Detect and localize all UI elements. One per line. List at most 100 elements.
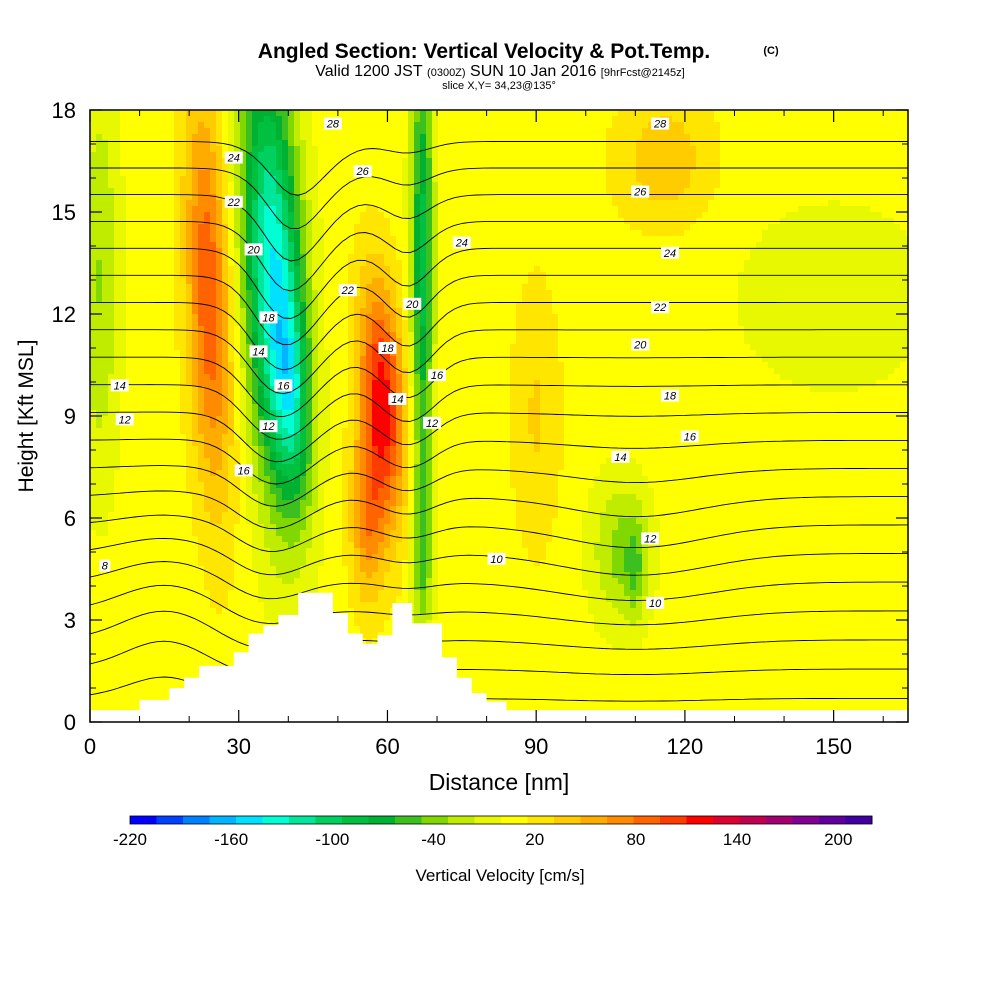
velocity-cell (792, 200, 799, 207)
velocity-cell (384, 296, 391, 303)
velocity-cell (90, 122, 97, 129)
velocity-cell (714, 146, 721, 153)
velocity-cell (486, 164, 493, 171)
velocity-cell (450, 320, 457, 327)
velocity-cell (504, 140, 511, 147)
velocity-cell (210, 254, 217, 261)
velocity-cell (480, 320, 487, 327)
velocity-cell (786, 212, 793, 219)
velocity-cell (300, 122, 307, 129)
velocity-cell (456, 212, 463, 219)
velocity-cell (288, 110, 295, 117)
velocity-cell (402, 194, 409, 201)
velocity-cell (192, 308, 199, 315)
velocity-cell (168, 206, 175, 213)
velocity-cell (420, 230, 427, 237)
velocity-cell (618, 230, 625, 237)
velocity-cell (504, 290, 511, 297)
velocity-cell (846, 224, 853, 231)
velocity-cell (738, 116, 745, 123)
velocity-cell (690, 188, 697, 195)
velocity-cell (600, 122, 607, 129)
velocity-cell (342, 170, 349, 177)
velocity-cell (558, 230, 565, 237)
velocity-cell (186, 302, 193, 309)
velocity-cell (318, 314, 325, 321)
velocity-cell (414, 218, 421, 225)
velocity-cell (324, 284, 331, 291)
velocity-cell (438, 182, 445, 189)
velocity-cell (786, 266, 793, 273)
velocity-cell (348, 182, 355, 189)
velocity-cell (624, 176, 631, 183)
velocity-cell (324, 206, 331, 213)
velocity-cell (612, 194, 619, 201)
velocity-cell (366, 260, 373, 267)
velocity-cell (438, 110, 445, 117)
velocity-cell (294, 242, 301, 249)
velocity-cell (198, 236, 205, 243)
velocity-cell (96, 254, 103, 261)
velocity-cell (822, 164, 829, 171)
velocity-cell (468, 284, 475, 291)
velocity-cell (564, 254, 571, 261)
velocity-cell (156, 296, 163, 303)
velocity-cell (822, 290, 829, 297)
velocity-cell (228, 302, 235, 309)
velocity-cell (774, 224, 781, 231)
velocity-cell (372, 278, 379, 285)
velocity-cell (300, 152, 307, 159)
velocity-cell (414, 272, 421, 279)
velocity-cell (324, 302, 331, 309)
velocity-cell (558, 236, 565, 243)
velocity-cell (708, 308, 715, 315)
velocity-cell (408, 158, 415, 165)
plot-area: 28 28262624242422222220202018181816161616… (52, 98, 909, 759)
velocity-cell (438, 302, 445, 309)
velocity-cell (636, 176, 643, 183)
velocity-cell (312, 134, 319, 141)
velocity-cell (762, 308, 769, 315)
velocity-cell (138, 242, 145, 249)
velocity-cell (312, 260, 319, 267)
velocity-cell (264, 326, 271, 333)
velocity-cell (144, 128, 151, 135)
velocity-cell (468, 314, 475, 321)
velocity-cell (156, 170, 163, 177)
velocity-cell (522, 116, 529, 123)
velocity-cell (450, 194, 457, 201)
velocity-cell (792, 224, 799, 231)
velocity-cell (528, 224, 535, 231)
velocity-cell (858, 134, 865, 141)
velocity-cell (708, 230, 715, 237)
velocity-cell (204, 296, 211, 303)
velocity-cell (624, 266, 631, 273)
velocity-cell (612, 224, 619, 231)
velocity-cell (732, 170, 739, 177)
velocity-cell (282, 314, 289, 321)
velocity-cell (288, 254, 295, 261)
velocity-cell (168, 314, 175, 321)
velocity-cell (288, 296, 295, 303)
velocity-cell (738, 212, 745, 219)
velocity-cell (588, 266, 595, 273)
velocity-cell (426, 278, 433, 285)
velocity-cell (774, 260, 781, 267)
velocity-cell (702, 242, 709, 249)
velocity-cell (366, 302, 373, 309)
velocity-cell (828, 140, 835, 147)
velocity-cell (654, 248, 661, 255)
velocity-cell (138, 164, 145, 171)
velocity-cell (900, 122, 907, 129)
velocity-cell (528, 242, 535, 249)
velocity-cell (288, 302, 295, 309)
velocity-cell (636, 206, 643, 213)
velocity-cell (174, 110, 181, 117)
velocity-cell (360, 308, 367, 315)
velocity-cell (210, 158, 217, 165)
velocity-cell (492, 164, 499, 171)
velocity-cell (312, 236, 319, 243)
velocity-cell (732, 164, 739, 171)
velocity-cell (858, 116, 865, 123)
velocity-cell (708, 314, 715, 321)
